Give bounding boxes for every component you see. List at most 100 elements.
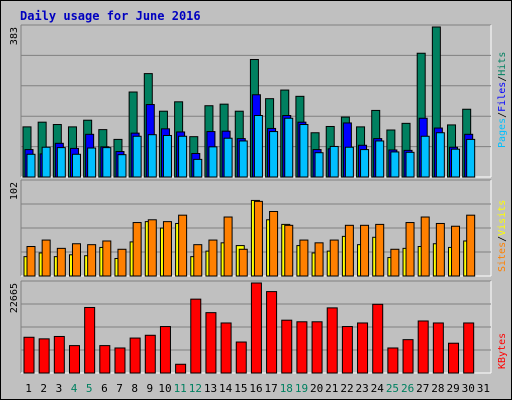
bar-kbytes [53, 335, 65, 374]
bar-kbytes [326, 307, 338, 374]
x-tick-label: 26 [401, 382, 414, 395]
bar-kbytes [341, 326, 353, 374]
bar-kbytes [114, 347, 126, 374]
bar-kbytes [175, 363, 187, 374]
bar-sites [269, 210, 279, 277]
bar-sites [223, 216, 233, 277]
bar-sites [193, 244, 203, 277]
x-tick-label: 21 [325, 382, 338, 395]
bar-kbytes [205, 312, 217, 374]
x-tick-label: 16 [249, 382, 262, 395]
legend-part: / [497, 76, 508, 82]
bar-pages [269, 131, 279, 178]
bar-pages [284, 117, 294, 178]
bar-sites [451, 225, 461, 277]
bar-pages [451, 148, 461, 178]
x-tick-label: 11 [174, 382, 187, 395]
bar-sites [132, 222, 142, 277]
bar-sites [238, 248, 248, 277]
x-tick-label: 12 [189, 382, 202, 395]
legend-part: Sites [497, 242, 508, 272]
bar-kbytes [266, 291, 278, 374]
bar-pages [329, 145, 339, 178]
bar-pages [87, 147, 97, 178]
bar-pages [238, 140, 248, 178]
x-tick-label: 29 [446, 382, 459, 395]
bar-sites [375, 223, 385, 277]
legend-part: Files [497, 82, 508, 112]
bar-pages [71, 153, 81, 178]
x-tick-label: 14 [219, 382, 233, 395]
bar-kbytes [235, 341, 247, 374]
bar-kbytes [372, 303, 384, 374]
bar-sites [87, 244, 97, 277]
bar-kbytes [159, 326, 171, 374]
bar-pages [178, 135, 188, 178]
bar-kbytes [417, 320, 429, 374]
bar-kbytes [84, 306, 96, 374]
bar-sites [284, 224, 294, 277]
x-tick-label: 5 [86, 382, 93, 395]
bar-kbytes [23, 336, 35, 374]
x-tick-label: 3 [56, 382, 63, 395]
bar-sites [117, 248, 127, 277]
bar-pages [223, 137, 233, 178]
bar-kbytes [296, 321, 308, 374]
bar-sites [344, 224, 354, 277]
x-tick-label: 27 [416, 382, 429, 395]
x-axis: 1 2 3 4 5 6 7 8 9 10 11 12 13 14 15 16 17 18 19 20 21 22 23 24 2… [25, 382, 490, 395]
bar-kbytes [38, 338, 50, 374]
bar-sites [420, 216, 430, 277]
legend-part: / [497, 112, 508, 118]
legend-part: KBytes [497, 333, 508, 369]
bar-pages [344, 146, 354, 178]
bar-pages [132, 135, 142, 178]
bar-kbytes [68, 345, 80, 374]
bar-kbytes [144, 334, 156, 374]
y-max-label: 102 [9, 182, 20, 200]
x-tick-label: 13 [204, 382, 217, 395]
series-legend: Pages/Files/Hits [497, 52, 508, 148]
bar-kbytes [311, 321, 323, 374]
bar-pages [208, 146, 218, 178]
bar-kbytes [448, 342, 460, 374]
bar-pages [41, 146, 51, 178]
bar-sites [26, 246, 36, 277]
bar-kbytes [463, 322, 475, 374]
x-tick-label: 23 [356, 382, 369, 395]
x-tick-label: 8 [131, 382, 138, 395]
bar-sites [178, 214, 188, 277]
bar-kbytes [129, 337, 141, 374]
bar-pages [102, 147, 112, 178]
x-tick-label: 10 [158, 382, 171, 395]
bar-kbytes [402, 339, 414, 374]
bar-pages [405, 151, 415, 178]
bar-pages [466, 138, 476, 178]
bar-pages [253, 115, 263, 178]
bar-sites [405, 222, 415, 277]
bar-sites [360, 224, 370, 277]
y-max-label: 22665 [9, 283, 20, 313]
legend-part: / [497, 236, 508, 242]
x-tick-label: 1 [25, 382, 32, 395]
legend-part: Visits [497, 200, 508, 236]
series-legend: KBytes [497, 333, 508, 369]
bar-pages [162, 134, 172, 178]
x-tick-label: 4 [71, 382, 78, 395]
bar-kbytes [99, 345, 111, 374]
bar-pages [314, 152, 324, 178]
bar-pages [147, 134, 157, 178]
bar-sites [56, 247, 66, 277]
x-tick-label: 9 [147, 382, 154, 395]
x-tick-label: 7 [116, 382, 123, 395]
bar-kbytes [250, 282, 262, 374]
bar-pages [390, 151, 400, 178]
legend-part: Hits [497, 52, 508, 76]
bar-sites [102, 240, 112, 277]
x-tick-label: 2 [40, 382, 47, 395]
bar-pages [193, 158, 203, 178]
bar-kbytes [220, 322, 232, 374]
